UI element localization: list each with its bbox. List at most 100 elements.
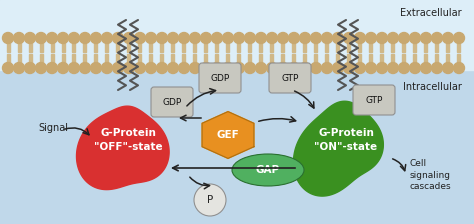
Circle shape — [388, 62, 399, 73]
Circle shape — [211, 32, 222, 43]
FancyBboxPatch shape — [353, 85, 395, 115]
Circle shape — [112, 32, 124, 43]
Bar — [227, 38, 229, 52]
Circle shape — [431, 62, 443, 73]
Circle shape — [277, 32, 289, 43]
Bar — [413, 54, 417, 68]
Circle shape — [234, 32, 245, 43]
Circle shape — [135, 32, 146, 43]
Bar — [271, 38, 273, 52]
Circle shape — [255, 32, 266, 43]
Bar — [117, 54, 119, 68]
Circle shape — [101, 32, 112, 43]
Bar — [28, 54, 31, 68]
Circle shape — [167, 62, 179, 73]
Bar — [259, 38, 263, 52]
Circle shape — [289, 32, 300, 43]
Circle shape — [431, 32, 443, 43]
Bar — [149, 54, 153, 68]
Bar — [227, 54, 229, 68]
Circle shape — [179, 62, 190, 73]
Circle shape — [399, 32, 410, 43]
Bar — [237, 38, 240, 52]
Text: G-Protein
"OFF"-state: G-Protein "OFF"-state — [94, 128, 162, 152]
Bar — [326, 54, 328, 68]
Bar — [347, 54, 350, 68]
Circle shape — [420, 62, 431, 73]
Bar — [94, 54, 98, 68]
Circle shape — [190, 62, 201, 73]
Polygon shape — [76, 106, 169, 190]
Bar — [457, 54, 461, 68]
Circle shape — [2, 62, 13, 73]
Circle shape — [36, 62, 46, 73]
Polygon shape — [202, 112, 254, 158]
Bar — [248, 54, 252, 68]
Circle shape — [69, 62, 80, 73]
Bar — [337, 38, 339, 52]
Bar — [73, 38, 75, 52]
Bar — [413, 38, 417, 52]
Circle shape — [266, 62, 277, 73]
Circle shape — [91, 32, 101, 43]
Bar — [425, 38, 428, 52]
Text: Extracellular: Extracellular — [401, 8, 462, 18]
Text: P: P — [207, 195, 213, 205]
Bar — [381, 38, 383, 52]
Bar — [436, 54, 438, 68]
Circle shape — [454, 32, 465, 43]
Bar — [358, 54, 362, 68]
Circle shape — [36, 32, 46, 43]
Bar — [51, 54, 54, 68]
Circle shape — [25, 62, 36, 73]
Bar — [138, 54, 142, 68]
Bar — [381, 54, 383, 68]
Bar — [39, 54, 43, 68]
Circle shape — [321, 32, 332, 43]
Circle shape — [454, 62, 465, 73]
Bar — [39, 38, 43, 52]
Circle shape — [245, 32, 255, 43]
Bar — [259, 54, 263, 68]
Bar — [425, 54, 428, 68]
Circle shape — [344, 62, 355, 73]
Bar — [62, 54, 64, 68]
Circle shape — [156, 62, 167, 73]
Circle shape — [245, 62, 255, 73]
Bar — [370, 38, 373, 52]
Circle shape — [310, 32, 321, 43]
FancyBboxPatch shape — [151, 87, 193, 117]
Text: GDP: GDP — [210, 73, 229, 82]
Circle shape — [355, 32, 365, 43]
Bar — [149, 38, 153, 52]
Circle shape — [190, 32, 201, 43]
Bar — [128, 38, 130, 52]
Bar — [73, 54, 75, 68]
Circle shape — [201, 32, 211, 43]
Circle shape — [69, 32, 80, 43]
Bar — [28, 38, 31, 52]
Text: G-Protein
"ON"-state: G-Protein "ON"-state — [314, 128, 378, 152]
Circle shape — [376, 62, 388, 73]
Circle shape — [410, 62, 420, 73]
Bar — [18, 38, 20, 52]
Bar — [216, 54, 219, 68]
Bar — [347, 38, 350, 52]
Circle shape — [194, 184, 226, 216]
Bar — [282, 38, 284, 52]
Circle shape — [289, 62, 300, 73]
Circle shape — [222, 62, 234, 73]
Bar — [402, 38, 405, 52]
Circle shape — [13, 62, 25, 73]
Circle shape — [321, 62, 332, 73]
Text: GAP: GAP — [256, 165, 280, 175]
Circle shape — [420, 32, 431, 43]
Polygon shape — [293, 101, 383, 196]
Bar — [193, 38, 197, 52]
Text: GDP: GDP — [163, 97, 182, 106]
Bar — [182, 38, 185, 52]
Text: Cell
signaling
cascades: Cell signaling cascades — [410, 159, 452, 191]
FancyBboxPatch shape — [199, 63, 241, 93]
Circle shape — [443, 62, 454, 73]
Bar — [248, 38, 252, 52]
